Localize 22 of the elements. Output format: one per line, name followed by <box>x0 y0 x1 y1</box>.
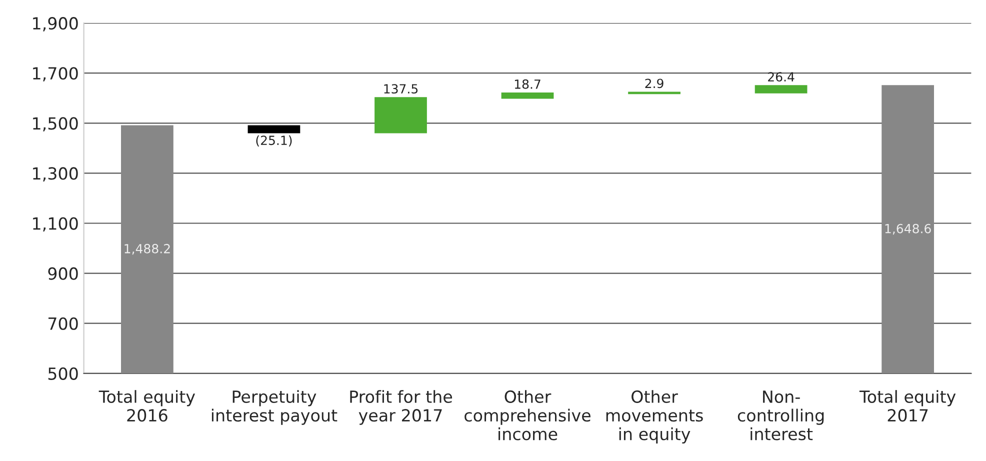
data-label: 1,488.2 <box>124 244 170 255</box>
data-label: (25.1) <box>256 135 292 147</box>
data-label: 1,648.6 <box>885 224 931 235</box>
y-tick-label: 700 <box>48 317 78 330</box>
x-tick-label: Other movements in equity <box>606 390 703 444</box>
x-tick-label: Total equity 2016 <box>98 390 196 422</box>
y-tick-label: 1,900 <box>33 17 78 32</box>
data-label: 18.7 <box>514 79 540 89</box>
data-label: 26.4 <box>768 72 794 82</box>
y-tick-label: 1,500 <box>33 117 78 132</box>
y-tick-label: 500 <box>48 367 78 380</box>
data-label: 137.5 <box>384 84 418 94</box>
y-tick-label: 1,300 <box>33 167 78 182</box>
x-tick-label: Other comprehensive income <box>464 390 590 440</box>
y-tick-label: 1,700 <box>33 67 78 82</box>
y-tick-label: 1,100 <box>33 217 78 232</box>
data-label: 2.9 <box>645 78 664 88</box>
x-tick-label: Profit for the year 2017 <box>350 390 452 425</box>
x-tick-label: Perpetuity interest payout <box>212 390 338 425</box>
x-tick-label: Non- controlling interest <box>738 390 824 440</box>
y-tick-label: 900 <box>48 267 78 280</box>
x-tick-label: Total equity 2017 <box>859 390 956 422</box>
